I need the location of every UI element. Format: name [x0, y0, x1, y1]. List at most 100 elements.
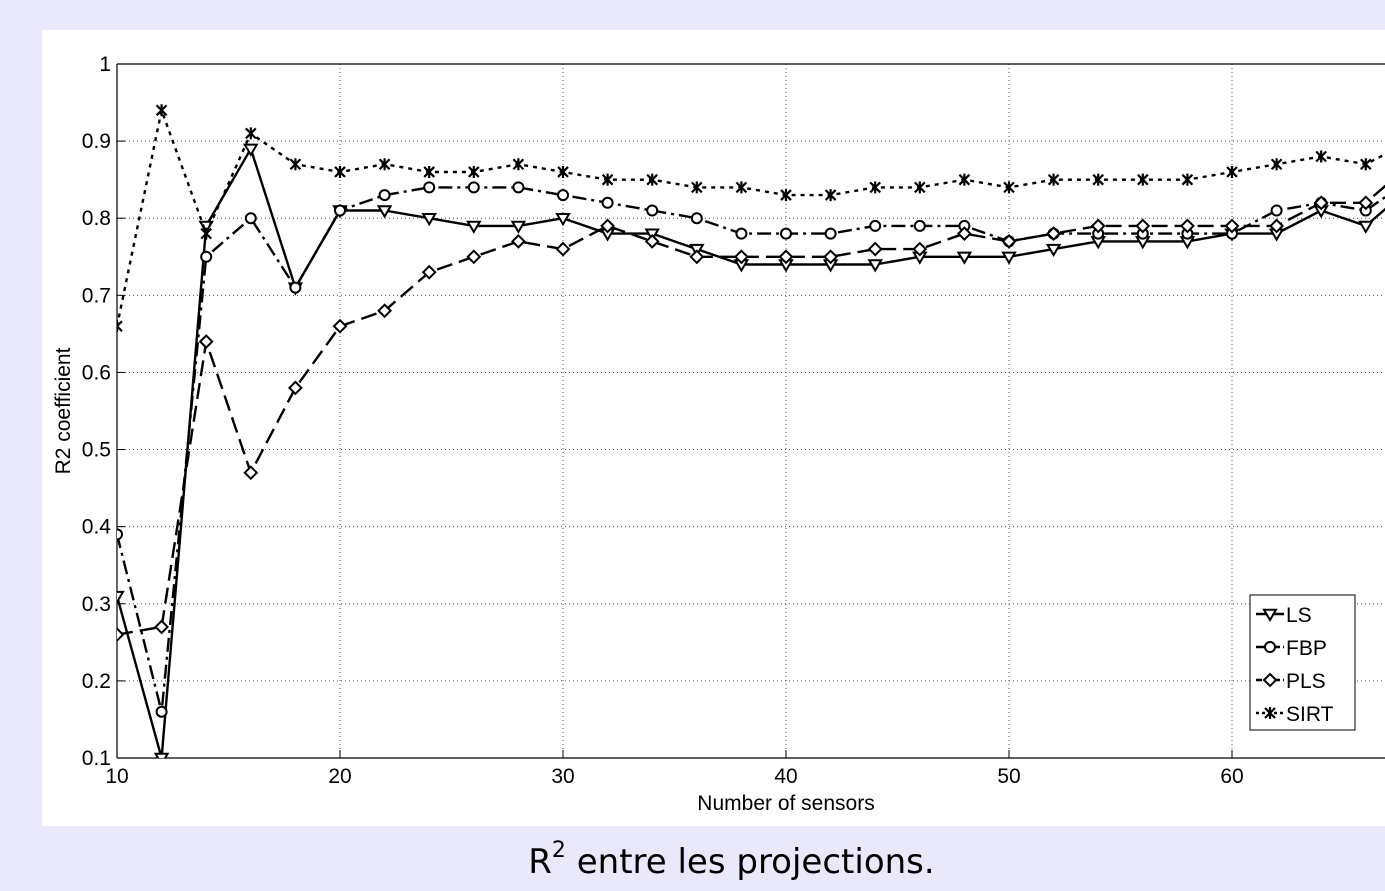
data-point-sirt — [155, 104, 168, 117]
data-point-sirt — [1181, 173, 1194, 186]
data-point-fbp — [690, 212, 703, 225]
data-point-pls — [555, 241, 571, 257]
data-point-ls — [1045, 243, 1062, 258]
data-point-fbp — [117, 528, 123, 541]
y-tick-label: 0.4 — [82, 516, 112, 539]
data-point-pls — [287, 380, 303, 396]
data-point-pls — [510, 233, 526, 249]
data-point-fbp — [913, 219, 926, 232]
data-point-fbp — [378, 189, 391, 202]
data-point-sirt — [557, 165, 569, 178]
y-tick-label: 0.8 — [82, 207, 111, 230]
legend-label-pls: PLS — [1286, 670, 1326, 693]
data-point-ls — [243, 143, 259, 157]
data-point-fbp — [735, 227, 748, 240]
chart-figure: 0.1 0.2 0.3 0.4 0.5 0.6 0.7 0.8 0.9 1 10 20 30 40 50 60… — [42, 30, 1385, 826]
x-tick-label: 50 — [997, 765, 1020, 788]
legend-marker-ls — [1262, 608, 1278, 622]
data-point-fbp — [200, 250, 213, 263]
data-point-sirt — [1270, 158, 1283, 171]
y-tick-label: 0.3 — [82, 593, 111, 616]
data-point-ls — [153, 752, 170, 758]
y-tick-label: 0.6 — [82, 361, 111, 384]
data-point-pls — [733, 249, 749, 265]
data-point-fbp — [557, 189, 569, 202]
data-point-fbp — [601, 196, 614, 209]
data-point-fbp — [512, 181, 525, 194]
series-line-sirt — [117, 109, 1385, 327]
data-point-ls — [956, 251, 973, 265]
figure-caption: R2 entre les projections. — [0, 838, 1385, 882]
data-point-ls — [510, 220, 527, 234]
data-point-pls — [1179, 218, 1195, 234]
data-point-sirt — [914, 181, 926, 194]
data-point-sirt — [691, 181, 703, 194]
data-point-pls — [823, 249, 839, 265]
data-point-pls — [1313, 195, 1329, 211]
data-point-sirt — [1137, 173, 1149, 186]
y-tick-label: 0.1 — [82, 747, 111, 770]
data-point-fbp — [824, 227, 837, 240]
x-axis-label: Number of sensors — [697, 792, 874, 815]
x-tick-label: 30 — [551, 765, 574, 788]
data-point-sirt — [334, 165, 346, 178]
data-point-pls — [1046, 226, 1062, 242]
data-point-sirt — [245, 127, 257, 140]
data-point-ls — [555, 213, 571, 227]
x-tick-label: 60 — [1220, 765, 1243, 788]
series-line-fbp — [117, 186, 1385, 713]
data-point-pls — [421, 264, 437, 280]
data-point-pls — [867, 241, 883, 257]
data-point-pls — [689, 249, 705, 265]
series-line-ls — [117, 147, 1385, 758]
axes: 0.1 0.2 0.3 0.4 0.5 0.6 0.7 0.8 0.9 1 10 20 30 40 50 60… — [52, 53, 1385, 815]
data-point-ls — [1358, 220, 1374, 234]
data-point-pls — [1224, 218, 1240, 234]
grid — [117, 64, 1385, 758]
legend-label-sirt: SIRT — [1286, 703, 1334, 726]
data-point-ls — [466, 220, 482, 234]
data-point-pls — [377, 303, 393, 319]
data-point-sirt — [468, 165, 480, 178]
x-tick-label: 20 — [328, 765, 351, 788]
data-point-pls — [198, 334, 214, 350]
x-tick-label: 40 — [774, 765, 797, 788]
data-point-fbp — [646, 204, 659, 217]
data-point-sirt — [824, 189, 837, 202]
data-point-pls — [243, 465, 259, 481]
legend-marker-sirt — [1264, 707, 1276, 719]
data-point-pls — [154, 619, 170, 635]
data-point-sirt — [1226, 165, 1238, 178]
data-point-sirt — [378, 158, 391, 171]
series-group — [117, 104, 1385, 758]
data-point-sirt — [601, 173, 614, 186]
y-tick-label: 0.2 — [82, 670, 111, 693]
data-point-pls — [466, 249, 482, 265]
legend: LS FBP PLS SIRT — [1249, 594, 1356, 731]
data-point-sirt — [780, 189, 792, 202]
data-point-pls — [1090, 218, 1106, 234]
y-tick-label: 0.9 — [82, 130, 111, 153]
data-point-ls — [117, 590, 125, 605]
data-point-sirt — [512, 158, 525, 171]
caption-base: R — [528, 842, 552, 882]
y-tick-label: 0.7 — [82, 284, 111, 307]
y-axis-label: R2 coefficient — [52, 347, 75, 474]
data-point-fbp — [289, 281, 302, 294]
data-point-fbp — [780, 227, 792, 240]
data-point-fbp — [244, 212, 257, 225]
data-point-pls — [912, 241, 928, 257]
legend-marker-fbp — [1264, 641, 1276, 653]
data-point-ls — [867, 259, 883, 273]
data-point-pls — [1358, 195, 1374, 211]
legend-label-ls: LS — [1286, 604, 1312, 627]
data-point-fbp — [467, 181, 480, 194]
data-point-sirt — [423, 165, 435, 178]
data-point-ls — [376, 205, 393, 219]
data-point-fbp — [334, 204, 346, 217]
data-point-sirt — [1092, 173, 1104, 186]
data-point-fbp — [155, 705, 168, 718]
data-point-sirt — [1003, 181, 1015, 194]
legend-label-fbp: FBP — [1286, 637, 1327, 660]
data-point-fbp — [1270, 204, 1283, 217]
